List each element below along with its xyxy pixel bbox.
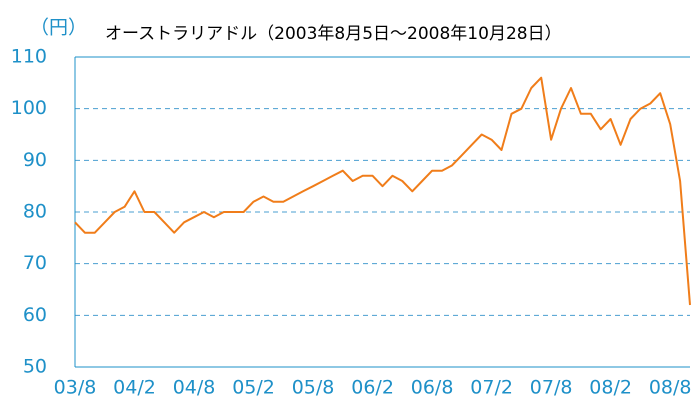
x-tick-label: 05/8 <box>292 377 335 399</box>
line-series <box>74 76 691 306</box>
y-tick-label: 90 <box>23 149 47 171</box>
y-tick-label: 70 <box>23 252 47 274</box>
x-tick-label: 04/2 <box>113 377 156 399</box>
y-tick-label: 60 <box>23 304 47 326</box>
y-tick-label: 50 <box>23 356 47 378</box>
y-tick-label: 80 <box>23 201 47 223</box>
x-tick-label: 08/2 <box>589 377 632 399</box>
y-axis-unit: （円） <box>30 17 87 39</box>
x-tick-label: 07/2 <box>470 377 513 399</box>
x-tick-label: 06/8 <box>411 377 454 399</box>
y-tick-label: 110 <box>11 46 47 68</box>
y-tick-label: 100 <box>11 97 47 119</box>
x-tick-label: 08/8 <box>649 377 692 399</box>
x-tick-label: 05/2 <box>232 377 275 399</box>
chart-title: オーストラリアドル（2003年8月5日～2008年10月28日） <box>105 24 562 44</box>
x-tick-label: 03/8 <box>54 377 97 399</box>
x-tick-label: 04/8 <box>173 377 216 399</box>
x-tick-label: 06/2 <box>351 377 394 399</box>
x-tick-label: 07/8 <box>530 377 573 399</box>
